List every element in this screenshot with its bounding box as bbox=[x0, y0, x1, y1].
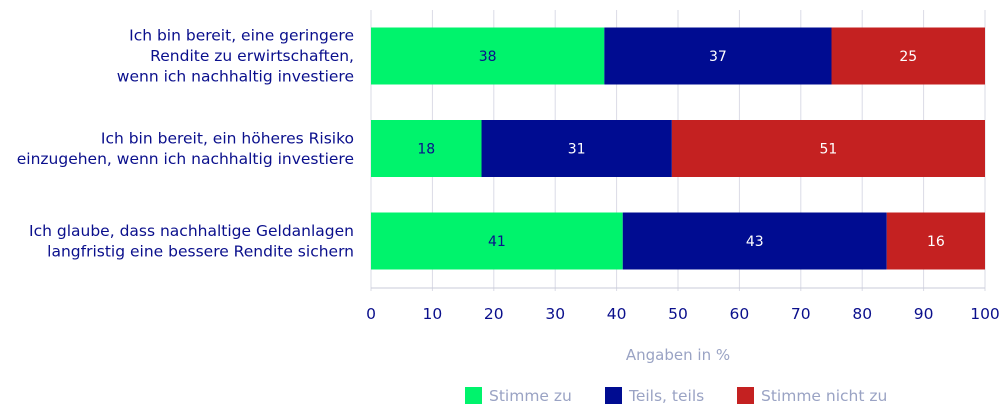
bar-segment bbox=[604, 27, 832, 85]
data-label: 37 bbox=[709, 49, 727, 65]
data-label: 25 bbox=[899, 49, 917, 65]
category-label: langfristig eine bessere Rendite sichern bbox=[47, 242, 354, 260]
legend-swatch bbox=[737, 387, 754, 404]
bars: 38 37 25 18 31 51 41 43 16 bbox=[371, 27, 985, 270]
tick-label: 40 bbox=[607, 305, 627, 323]
x-axis-title: Angaben in % bbox=[626, 346, 730, 364]
bar-segment bbox=[481, 120, 672, 177]
tick-label: 30 bbox=[545, 305, 565, 323]
legend-swatch bbox=[605, 387, 622, 404]
data-label: 43 bbox=[746, 234, 764, 250]
legend-swatch bbox=[465, 387, 482, 404]
legend-label: Teils, teils bbox=[628, 387, 704, 405]
category-label: Ich glaube, dass nachhaltige Geldanlagen bbox=[29, 222, 354, 240]
tick-label: 100 bbox=[970, 305, 1000, 323]
bar-segment bbox=[622, 212, 887, 270]
tick-label: 20 bbox=[484, 305, 504, 323]
bar-segment bbox=[886, 212, 985, 270]
data-label: 38 bbox=[479, 49, 497, 65]
legend-label: Stimme zu bbox=[489, 387, 572, 405]
category-label: Ich bin bereit, eine geringere bbox=[129, 27, 354, 45]
bar-segment bbox=[671, 120, 985, 177]
data-label: 51 bbox=[820, 142, 838, 158]
tick-label: 10 bbox=[423, 305, 443, 323]
tick-label: 90 bbox=[914, 305, 934, 323]
legend: Stimme zu Teils, teils Stimme nicht zu bbox=[465, 387, 887, 405]
data-label: 31 bbox=[568, 142, 586, 158]
tick-label: 80 bbox=[852, 305, 872, 323]
category-label: einzugehen, wenn ich nachhaltig investie… bbox=[17, 150, 354, 168]
tick-label: 50 bbox=[668, 305, 688, 323]
category-label: Rendite zu erwirtschaften, bbox=[150, 47, 354, 65]
data-label: 16 bbox=[927, 234, 945, 250]
data-label: 41 bbox=[488, 234, 506, 250]
bar-segment bbox=[831, 27, 985, 85]
bar-segment bbox=[371, 212, 623, 270]
category-label: Ich bin bereit, ein höheres Risiko bbox=[101, 129, 354, 147]
legend-label: Stimme nicht zu bbox=[761, 387, 887, 405]
bar-segment bbox=[371, 120, 482, 177]
tick-label: 70 bbox=[791, 305, 811, 323]
data-label: 18 bbox=[417, 142, 435, 158]
category-label: wenn ich nachhaltig investiere bbox=[117, 68, 354, 86]
bar-segment bbox=[371, 27, 605, 85]
category-labels: Ich bin bereit, eine geringere Rendite zu… bbox=[17, 27, 354, 261]
tick-label: 60 bbox=[730, 305, 750, 323]
tick-label: 0 bbox=[366, 305, 376, 323]
x-axis-ticks: 0 10 20 30 40 50 60 70 80 90 100 bbox=[366, 305, 1000, 323]
